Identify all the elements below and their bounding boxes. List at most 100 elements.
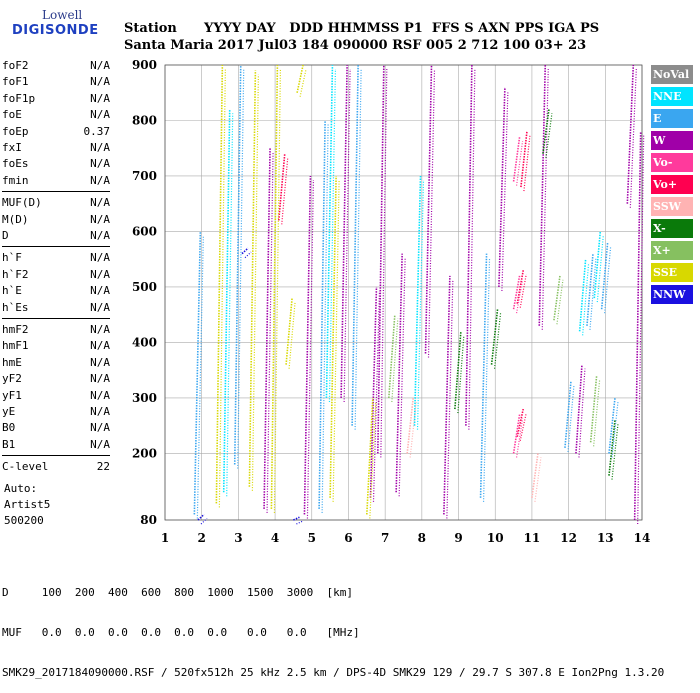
trace-x [542, 109, 550, 154]
footer-distance-line: D 100 200 400 600 800 1000 1500 3000 [km… [2, 586, 353, 599]
trace-w [578, 368, 586, 458]
parameter-row: hmF2 N/A [2, 322, 110, 338]
trace-e [567, 385, 575, 452]
parameter-row: B0 N/A [2, 420, 110, 436]
parameter-row: MUF(D) N/A [2, 195, 110, 211]
legend-item-nnw: NNW [651, 285, 693, 304]
trace-w [626, 64, 635, 204]
auto-scaling-line: Auto: [4, 481, 38, 495]
trace-nne [593, 231, 602, 299]
parameter-row: D N/A [2, 228, 110, 244]
legend-item-e: E [651, 109, 693, 128]
parameter-name: fmin [2, 173, 29, 187]
trace-nne [325, 64, 334, 398]
trace-nne [328, 68, 337, 402]
trace-sse [299, 68, 307, 97]
x-tick-label: 2 [198, 531, 206, 545]
parameter-row: foF1 N/A [2, 74, 110, 90]
trace-nne [582, 263, 590, 336]
parameter-name: yF2 [2, 372, 22, 386]
trace-vo [512, 137, 521, 182]
y-tick-label: 700 [132, 169, 157, 183]
parameter-row: fmin N/A [2, 173, 110, 189]
parameter-name: M(D) [2, 212, 29, 226]
parameter-row: hmF1 N/A [2, 338, 110, 354]
trace-nne [416, 179, 425, 430]
footer: D 100 200 400 600 800 1000 1500 3000 [km… [2, 560, 664, 693]
trace-e [482, 257, 491, 502]
trace-nne [596, 235, 604, 303]
parameter-name: D [2, 229, 9, 242]
trace-vo [516, 408, 525, 437]
trace-nne [222, 109, 231, 493]
parameter-name: B0 [2, 421, 16, 435]
parameter-row: h`E N/A [2, 283, 110, 299]
trace-e [237, 68, 245, 469]
trace-x [556, 279, 564, 325]
parameter-value: N/A [90, 300, 110, 314]
trace-sse [270, 64, 279, 509]
trace-nnw [293, 516, 300, 521]
panel-divider [2, 318, 110, 319]
x-tick-label: 1 [161, 531, 169, 545]
trace-vo [281, 157, 289, 225]
y-tick-label: 400 [132, 335, 157, 349]
trace-vo [520, 131, 528, 188]
trace-sse [273, 68, 282, 513]
y-tick-label: 900 [132, 58, 157, 72]
logo-top-text: Lowell [42, 8, 83, 22]
parameter-row: yF1 N/A [2, 388, 110, 404]
trace-w [395, 253, 403, 493]
trace-w [427, 68, 436, 358]
trace-w [538, 64, 547, 326]
parameter-name: hmF1 [2, 339, 29, 353]
trace-vo [519, 412, 527, 441]
trace-sse [288, 301, 296, 369]
trace-x [553, 275, 561, 321]
parameter-value: N/A [90, 421, 110, 435]
parameter-row: foEp 0.37 [2, 124, 110, 140]
trace-e [586, 253, 594, 326]
legend-item-w: W [651, 131, 693, 150]
x-tick-label: 14 [634, 531, 651, 545]
trace-sse [332, 179, 340, 502]
parameter-row: B1 N/A [2, 437, 110, 453]
parameter-name: C-level [2, 460, 49, 474]
parameter-value: N/A [90, 437, 110, 451]
parameter-value: N/A [90, 229, 110, 242]
parameter-name: B1 [2, 437, 16, 451]
parameter-value: N/A [90, 108, 110, 122]
trace-w [343, 68, 351, 402]
trace-sse [329, 175, 337, 498]
x-tick-label: 6 [344, 531, 352, 545]
trace-w [465, 64, 473, 426]
legend-item-x: X- [651, 219, 693, 238]
y-tick-label: 300 [132, 391, 157, 405]
parameter-name: hmE [2, 355, 22, 369]
x-tick-label: 5 [308, 531, 316, 545]
trace-e [351, 64, 359, 426]
legend-item-x: X+ [651, 241, 693, 260]
parameter-value: N/A [90, 267, 110, 281]
parameter-value: N/A [90, 284, 110, 298]
trace-sse [248, 70, 257, 487]
footer-file-line: SMK29_2017184090000.RSF / 520fx512h 25 k… [2, 666, 665, 679]
parameter-value: 0.37 [83, 124, 111, 138]
trace-w [398, 257, 406, 497]
parameter-name: foF1 [2, 75, 29, 89]
parameter-name: h`Es [2, 300, 29, 314]
parameter-row: foEs N/A [2, 156, 110, 172]
parameter-name: foF2 [2, 59, 29, 72]
trace-ssw [531, 453, 539, 498]
parameter-row: h`Es N/A [2, 300, 110, 316]
trace-vo [277, 153, 286, 221]
trace-e [564, 381, 572, 448]
color-legend: NoVal NNE E W Vo- Vo+ SSW X- X+ SSE NNW [651, 65, 693, 307]
panel-divider [2, 246, 110, 248]
parameter-value: N/A [90, 212, 110, 226]
parameter-value: N/A [90, 339, 110, 353]
plot-frame [164, 64, 643, 521]
header-labels: Station YYYY DAY DDD HHMMSS P1 FFS S AXN… [124, 21, 600, 36]
parameter-value: N/A [90, 196, 110, 210]
